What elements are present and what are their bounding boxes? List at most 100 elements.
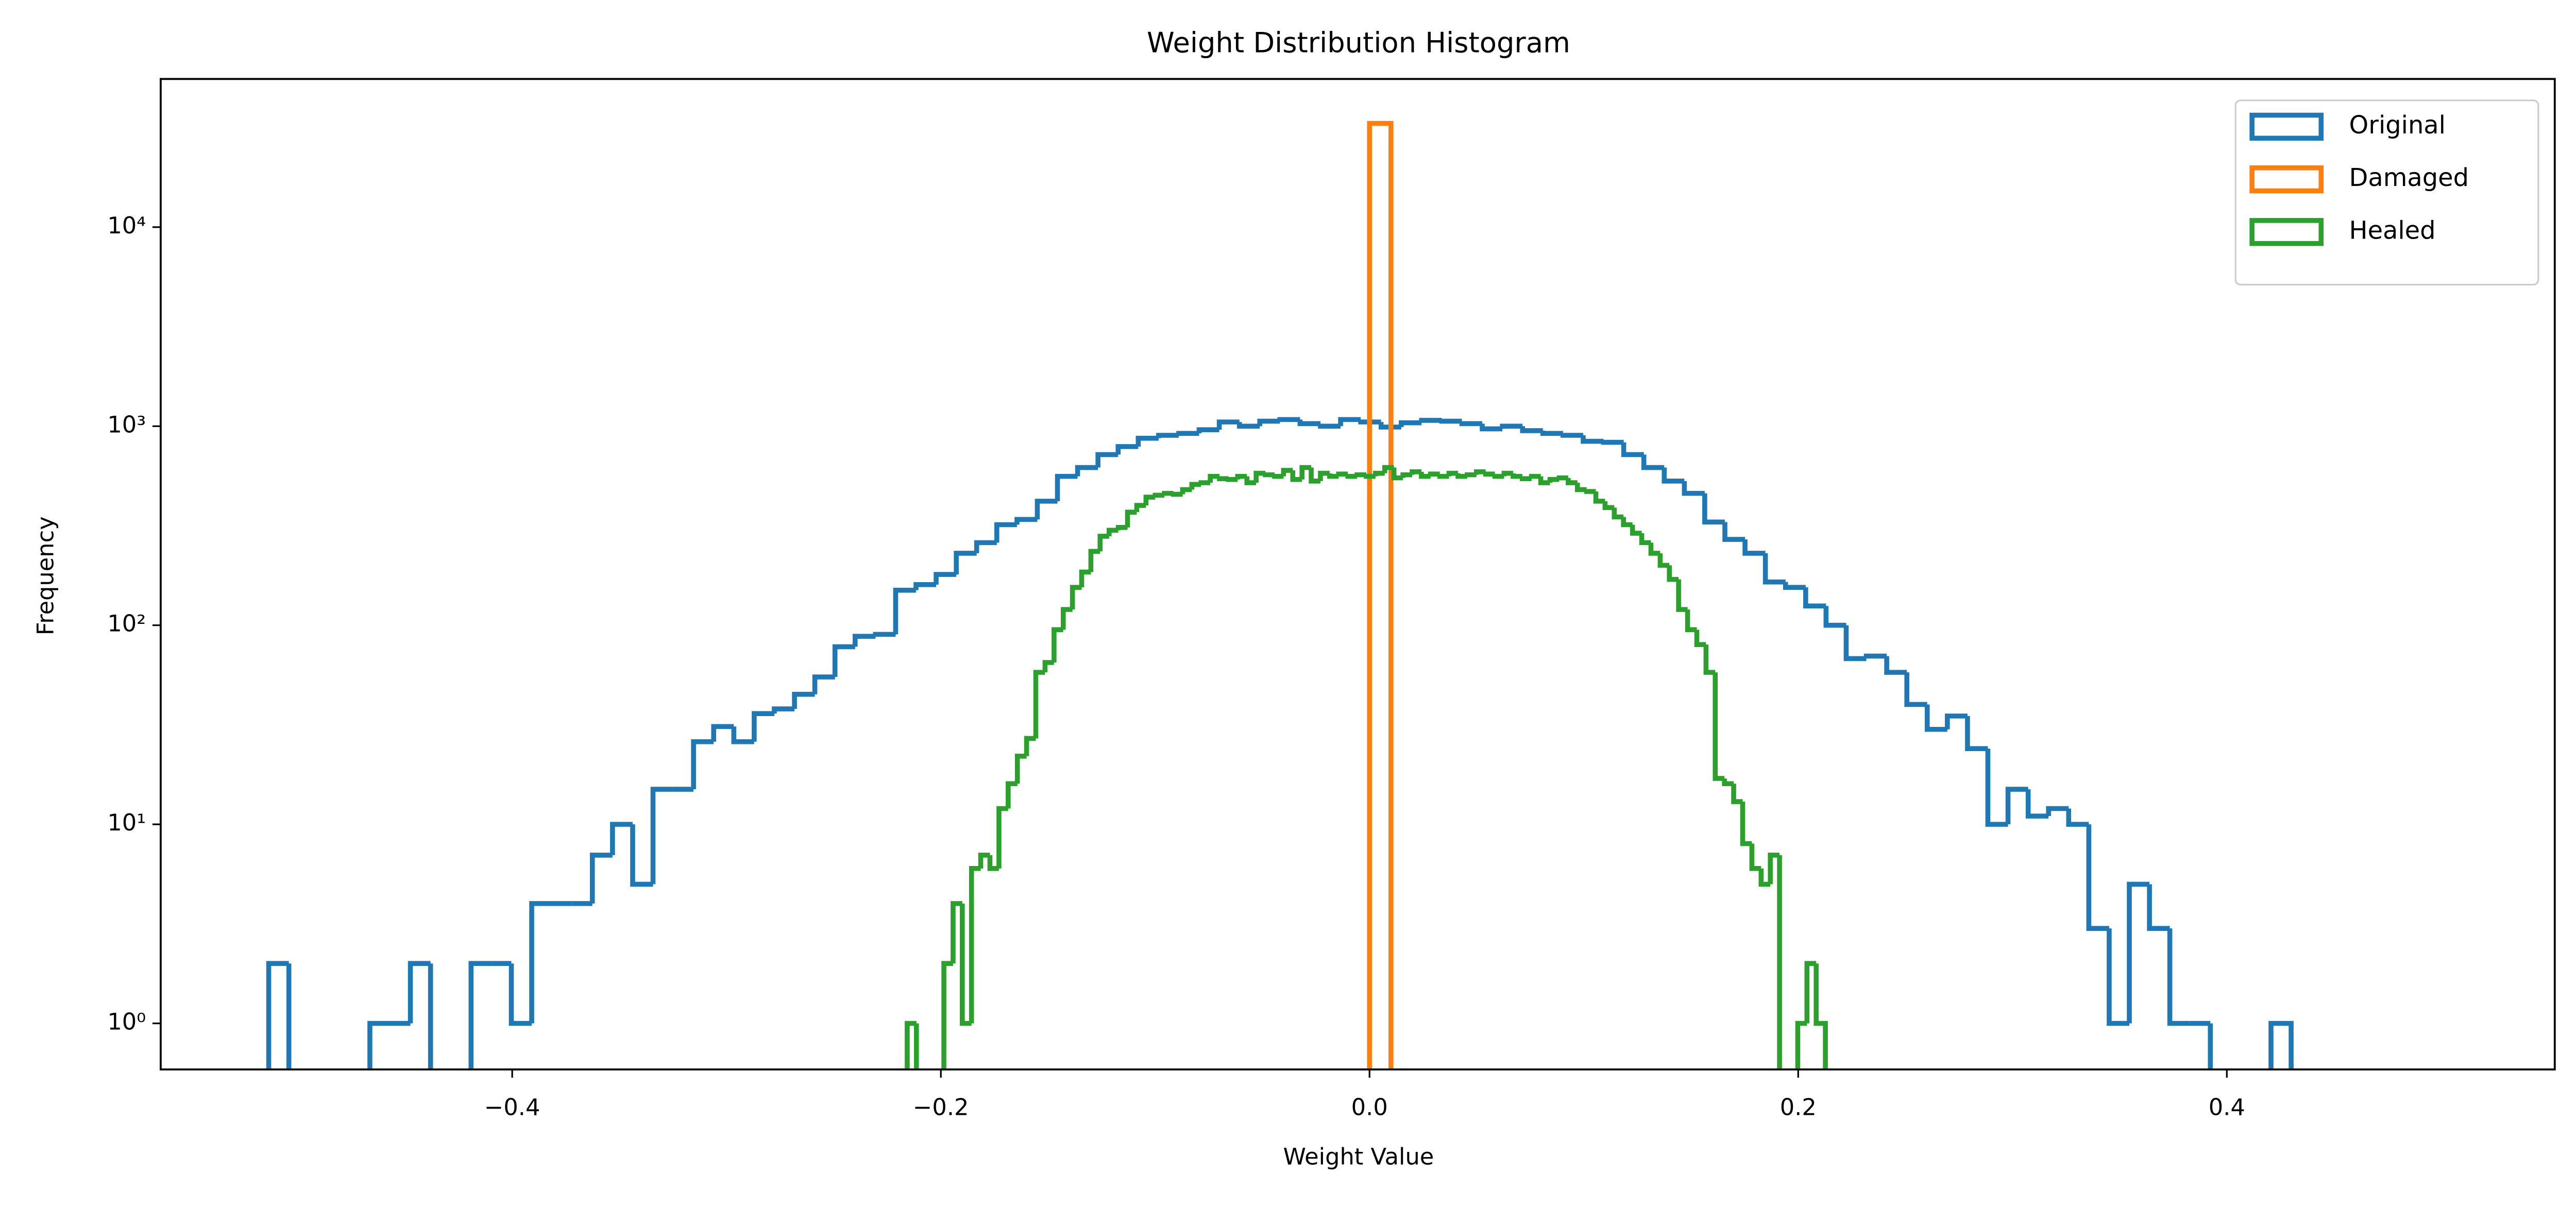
histogram-step — [1762, 553, 1786, 585]
histogram-step — [1985, 749, 2008, 827]
histogram-step — [812, 674, 835, 694]
histogram-step — [1601, 439, 1624, 445]
histogram-step — [1884, 656, 1907, 675]
histogram-step — [1783, 582, 1806, 590]
histogram-step — [1419, 418, 1442, 423]
histogram-step — [1290, 470, 1302, 482]
histogram-step — [1162, 490, 1174, 496]
y-tick-label: 10² — [107, 610, 146, 637]
histogram-step — [1621, 442, 1644, 457]
x-tick-label: 0.0 — [1351, 1094, 1388, 1121]
histogram-step — [1500, 423, 1523, 429]
histogram-step — [1143, 495, 1156, 506]
histogram-step — [1566, 478, 1578, 485]
x-tick-label: 0.4 — [2209, 1094, 2245, 1121]
chart-title: Weight Distribution Histogram — [1147, 26, 1570, 59]
histogram-step — [1904, 672, 1927, 707]
histogram-step — [1400, 472, 1413, 478]
histogram-step — [772, 706, 795, 714]
histogram-step — [1965, 716, 1988, 751]
histogram-step — [832, 644, 855, 677]
legend-label: Original — [2349, 111, 2446, 140]
histogram-step — [1410, 469, 1421, 475]
histogram-step — [1529, 473, 1541, 479]
histogram-step — [529, 901, 552, 1024]
histogram-step — [873, 632, 896, 637]
legend-label: Healed — [2349, 216, 2436, 245]
histogram-step — [1156, 433, 1179, 438]
histogram-step — [1459, 421, 1483, 427]
histogram-step — [1641, 454, 1665, 470]
histogram-step — [1088, 549, 1100, 572]
legend: Original Damaged Healed — [2234, 99, 2539, 286]
histogram-step — [1662, 467, 1685, 484]
histogram-step — [1299, 465, 1312, 480]
histogram-step — [974, 540, 997, 553]
histogram-step — [1511, 473, 1522, 479]
histogram-step — [691, 739, 714, 790]
histogram-step — [1584, 489, 1596, 494]
histogram-step — [1540, 430, 1563, 436]
legend-swatch — [2249, 112, 2324, 141]
legend-frame — [2234, 99, 2539, 286]
histogram-step — [1035, 499, 1058, 520]
histogram-step — [2208, 1023, 2213, 1069]
histogram-step — [1758, 868, 1771, 887]
histogram-step — [1277, 417, 1300, 422]
histogram-step — [1639, 533, 1651, 546]
histogram-step — [1338, 417, 1361, 427]
histogram-step — [589, 853, 613, 904]
histogram-step — [1024, 736, 1036, 756]
histogram-step — [1378, 422, 1401, 430]
histogram-step — [1217, 476, 1229, 481]
histogram-step — [1944, 714, 1968, 729]
histogram-step — [2147, 884, 2170, 931]
histogram-step — [1795, 1021, 1807, 1069]
histogram-step — [1281, 468, 1293, 477]
histogram-step — [286, 963, 292, 1069]
histogram-step — [1768, 853, 1780, 885]
histogram-step — [1327, 473, 1339, 479]
histogram-step — [1180, 487, 1192, 495]
y-tick-label: 10⁴ — [107, 212, 146, 239]
histogram-step — [1439, 418, 1462, 424]
histogram-step — [1465, 472, 1477, 478]
histogram-step — [1060, 607, 1073, 630]
histogram-step — [1740, 802, 1752, 846]
histogram-step — [1731, 784, 1743, 804]
histogram-step — [1236, 422, 1260, 429]
histogram-step — [1115, 525, 1128, 531]
histogram-step — [1694, 630, 1706, 647]
histogram-step — [1474, 469, 1486, 475]
histogram-step — [994, 522, 1017, 543]
histogram-step — [1358, 419, 1381, 424]
histogram-step — [2107, 928, 2129, 1026]
histogram-step — [1593, 491, 1605, 504]
histogram-step — [987, 855, 999, 871]
histogram-step — [996, 806, 1008, 869]
histogram-step — [1226, 477, 1238, 482]
histogram-step — [2005, 787, 2028, 825]
histogram-step — [1198, 480, 1211, 485]
histogram-step — [1095, 452, 1118, 468]
histogram-step — [1070, 585, 1082, 610]
histogram-step — [1216, 419, 1240, 430]
histogram-step — [1336, 471, 1348, 477]
y-axis-label: Frequency — [32, 516, 59, 635]
histogram-step — [1106, 528, 1118, 536]
y-tick-label: 10³ — [107, 411, 146, 438]
histogram-step — [1115, 444, 1139, 455]
histogram-step — [1823, 606, 1846, 628]
histogram-step — [1125, 509, 1137, 528]
histogram-step — [1561, 433, 1583, 438]
histogram-step — [2167, 928, 2190, 1026]
histogram-step — [1382, 465, 1394, 473]
histogram-step — [1176, 431, 1199, 436]
histogram-step — [752, 711, 774, 742]
histogram-step — [1924, 704, 1947, 732]
histogram-step — [905, 1021, 917, 1069]
x-axis-label: Weight Value — [1283, 1143, 1434, 1170]
histogram-step — [1079, 569, 1091, 588]
histogram-step — [1685, 609, 1697, 633]
